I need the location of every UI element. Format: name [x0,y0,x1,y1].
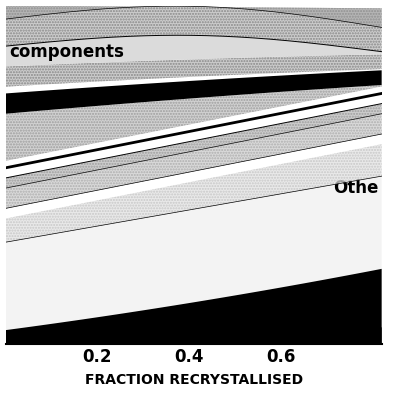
Text: Othe: Othe [333,179,378,197]
Text: components: components [9,43,124,61]
X-axis label: FRACTION RECRYSTALLISED: FRACTION RECRYSTALLISED [84,373,303,387]
